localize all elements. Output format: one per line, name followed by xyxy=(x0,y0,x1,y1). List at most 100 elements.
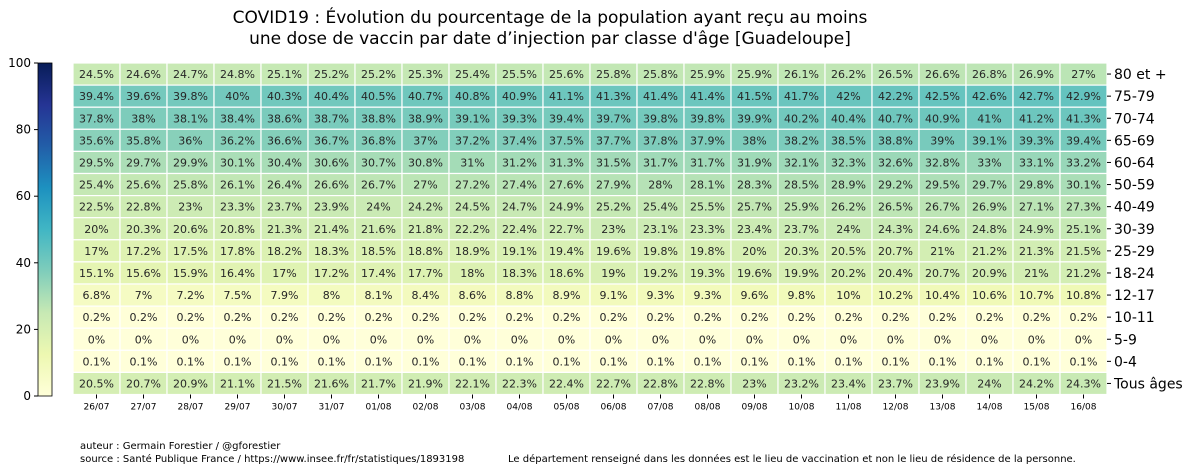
cell-value-label: 23% xyxy=(601,223,625,236)
cell-value-label: 24.6% xyxy=(126,68,161,81)
cell-value-label: 0.2% xyxy=(271,311,299,324)
cell-value-label: 0.1% xyxy=(271,355,299,368)
cell-value-label: 0% xyxy=(88,333,105,346)
cell-value-label: 0.2% xyxy=(741,311,769,324)
cell-value-label: 30.1% xyxy=(220,156,255,169)
cell-value-label: 33.2% xyxy=(1066,156,1101,169)
cell-value-label: 41.3% xyxy=(596,90,631,103)
cell-value-label: 32.3% xyxy=(831,156,866,169)
cell-value-label: 0.1% xyxy=(694,355,722,368)
cell-value-label: 0.1% xyxy=(600,355,628,368)
cell-value-label: 19.8% xyxy=(690,245,725,258)
cell-value-label: 24.9% xyxy=(549,201,584,214)
cell-value-label: 28.9% xyxy=(831,179,866,192)
cell-value-label: 31% xyxy=(460,156,484,169)
cell-value-label: 0.2% xyxy=(882,311,910,324)
cell-value-label: 23.7% xyxy=(784,223,819,236)
cell-value-label: 39.3% xyxy=(502,112,537,125)
cell-value-label: 23.9% xyxy=(314,201,349,214)
cell-value-label: 18.6% xyxy=(549,267,584,280)
x-tick-label: 28/07 xyxy=(178,403,204,413)
cell-value-label: 0.1% xyxy=(506,355,534,368)
cell-value-label: 29.7% xyxy=(972,179,1007,192)
cell-value-label: 17% xyxy=(272,267,296,280)
cell-value-label: 22.3% xyxy=(502,377,537,390)
cell-value-label: 0.1% xyxy=(177,355,205,368)
y-tick-label: 40-49 xyxy=(1114,200,1155,216)
cell-value-label: 18.9% xyxy=(455,245,490,258)
y-tick-label: 25-29 xyxy=(1114,244,1155,260)
cell-value-label: 41.5% xyxy=(737,90,772,103)
cell-value-label: 9.1% xyxy=(600,289,628,302)
cell-value-label: 25.1% xyxy=(1066,223,1101,236)
cell-value-label: 20.7% xyxy=(878,245,913,258)
cell-value-label: 41.3% xyxy=(1066,112,1101,125)
cell-value-label: 15.1% xyxy=(79,267,114,280)
cell-value-label: 39.1% xyxy=(972,134,1007,147)
cell-value-label: 41.2% xyxy=(1019,112,1054,125)
cell-value-label: 27.6% xyxy=(549,179,584,192)
cell-value-label: 38.8% xyxy=(361,112,396,125)
x-tick-label: 26/07 xyxy=(84,403,110,413)
cell-value-label: 23.4% xyxy=(831,377,866,390)
cell-value-label: 40.8% xyxy=(455,90,490,103)
cell-value-label: 30.1% xyxy=(1066,179,1101,192)
y-tick-label: 0-4 xyxy=(1114,354,1137,370)
cell-value-label: 0.1% xyxy=(1070,355,1098,368)
cell-value-label: 27.2% xyxy=(455,179,490,192)
footer-note: Le département renseigné dans les donnée… xyxy=(508,454,1076,465)
cell-value-label: 7.9% xyxy=(271,289,299,302)
x-tick-label: 08/08 xyxy=(695,403,721,413)
cell-value-label: 37.9% xyxy=(690,134,725,147)
cell-value-label: 39.4% xyxy=(1066,134,1101,147)
cell-value-label: 38.9% xyxy=(408,112,443,125)
cell-value-label: 27% xyxy=(1071,68,1095,81)
cell-value-label: 29.5% xyxy=(925,179,960,192)
y-tick-label: 70-74 xyxy=(1114,111,1155,127)
cell-value-label: 25.9% xyxy=(784,201,819,214)
cell-value-label: 0.1% xyxy=(647,355,675,368)
cell-value-label: 27.1% xyxy=(1019,201,1054,214)
cell-value-label: 26.6% xyxy=(314,179,349,192)
cell-value-label: 0% xyxy=(699,333,716,346)
cell-value-label: 38.4% xyxy=(220,112,255,125)
cell-value-label: 23% xyxy=(178,201,202,214)
cell-value-label: 23.7% xyxy=(267,201,302,214)
x-tick-label: 03/08 xyxy=(460,403,486,413)
y-tick-label: 18-24 xyxy=(1114,266,1155,282)
cell-value-label: 16.4% xyxy=(220,267,255,280)
cell-value-label: 24.7% xyxy=(173,68,208,81)
cell-value-label: 24.8% xyxy=(972,223,1007,236)
cell-value-label: 38.7% xyxy=(314,112,349,125)
x-tick-label: 06/08 xyxy=(601,403,627,413)
cell-value-label: 35.8% xyxy=(126,134,161,147)
cell-value-label: 0% xyxy=(229,333,246,346)
cell-value-label: 18.3% xyxy=(314,245,349,258)
cell-value-label: 9.8% xyxy=(788,289,816,302)
cell-value-label: 37.7% xyxy=(596,134,631,147)
cell-value-label: 0.1% xyxy=(976,355,1004,368)
cell-value-label: 26.8% xyxy=(972,68,1007,81)
cell-value-label: 19.1% xyxy=(502,245,537,258)
cell-value-label: 17.5% xyxy=(173,245,208,258)
cell-value-label: 41.1% xyxy=(549,90,584,103)
cell-value-label: 39.8% xyxy=(643,112,678,125)
cell-value-label: 24.9% xyxy=(1019,223,1054,236)
cell-value-label: 24.5% xyxy=(455,201,490,214)
cell-value-label: 28.1% xyxy=(690,179,725,192)
cell-value-label: 20% xyxy=(84,223,108,236)
cell-value-label: 19.6% xyxy=(737,267,772,280)
cell-value-label: 0.1% xyxy=(788,355,816,368)
cell-value-label: 40% xyxy=(225,90,249,103)
cell-value-label: 20% xyxy=(742,245,766,258)
cell-value-label: 17.7% xyxy=(408,267,443,280)
cell-value-label: 21.3% xyxy=(267,223,302,236)
cell-value-label: 24% xyxy=(836,223,860,236)
cell-value-label: 29.5% xyxy=(79,156,114,169)
cell-value-label: 0.2% xyxy=(412,311,440,324)
cell-value-label: 0.1% xyxy=(741,355,769,368)
cell-value-label: 41.7% xyxy=(784,90,819,103)
cell-value-label: 0.2% xyxy=(788,311,816,324)
cell-value-label: 0% xyxy=(652,333,669,346)
